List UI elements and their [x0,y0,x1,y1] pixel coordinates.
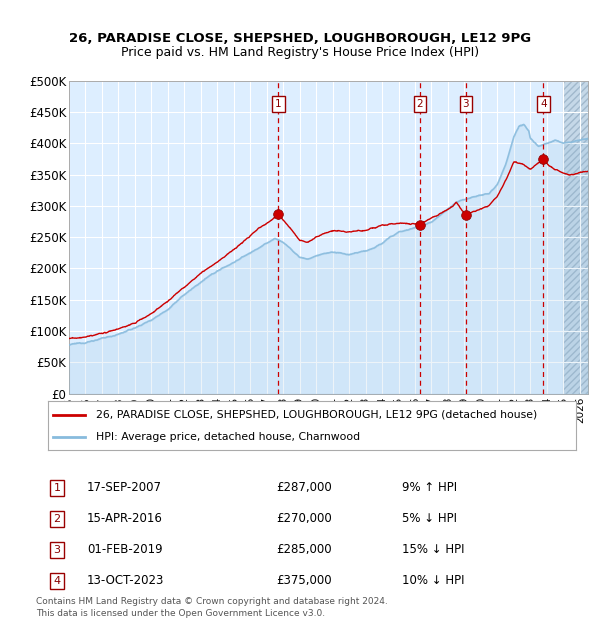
Bar [563,81,588,394]
Text: 17-SEP-2007: 17-SEP-2007 [87,482,162,494]
Text: 5% ↓ HPI: 5% ↓ HPI [402,513,457,525]
Text: 15% ↓ HPI: 15% ↓ HPI [402,544,464,556]
Text: 4: 4 [540,99,547,109]
Text: HPI: Average price, detached house, Charnwood: HPI: Average price, detached house, Char… [95,432,359,443]
Text: 3: 3 [53,545,61,555]
Text: 26, PARADISE CLOSE, SHEPSHED, LOUGHBOROUGH, LE12 9PG (detached house): 26, PARADISE CLOSE, SHEPSHED, LOUGHBOROU… [95,410,537,420]
Text: 10% ↓ HPI: 10% ↓ HPI [402,575,464,587]
Text: 15-APR-2016: 15-APR-2016 [87,513,163,525]
Text: £285,000: £285,000 [276,544,332,556]
Text: This data is licensed under the Open Government Licence v3.0.: This data is licensed under the Open Gov… [36,609,325,618]
Text: 9% ↑ HPI: 9% ↑ HPI [402,482,457,494]
Text: Contains HM Land Registry data © Crown copyright and database right 2024.: Contains HM Land Registry data © Crown c… [36,597,388,606]
Text: 3: 3 [463,99,469,109]
Text: Price paid vs. HM Land Registry's House Price Index (HPI): Price paid vs. HM Land Registry's House … [121,46,479,58]
Text: £375,000: £375,000 [276,575,332,587]
Text: 1: 1 [53,483,61,493]
Text: £270,000: £270,000 [276,513,332,525]
Text: £287,000: £287,000 [276,482,332,494]
Bar [563,81,588,394]
Text: 4: 4 [53,576,61,586]
Text: 2: 2 [53,514,61,524]
Text: 1: 1 [275,99,282,109]
Text: 26, PARADISE CLOSE, SHEPSHED, LOUGHBOROUGH, LE12 9PG: 26, PARADISE CLOSE, SHEPSHED, LOUGHBOROU… [69,32,531,45]
Text: 13-OCT-2023: 13-OCT-2023 [87,575,164,587]
Text: 01-FEB-2019: 01-FEB-2019 [87,544,163,556]
Text: 2: 2 [416,99,423,109]
